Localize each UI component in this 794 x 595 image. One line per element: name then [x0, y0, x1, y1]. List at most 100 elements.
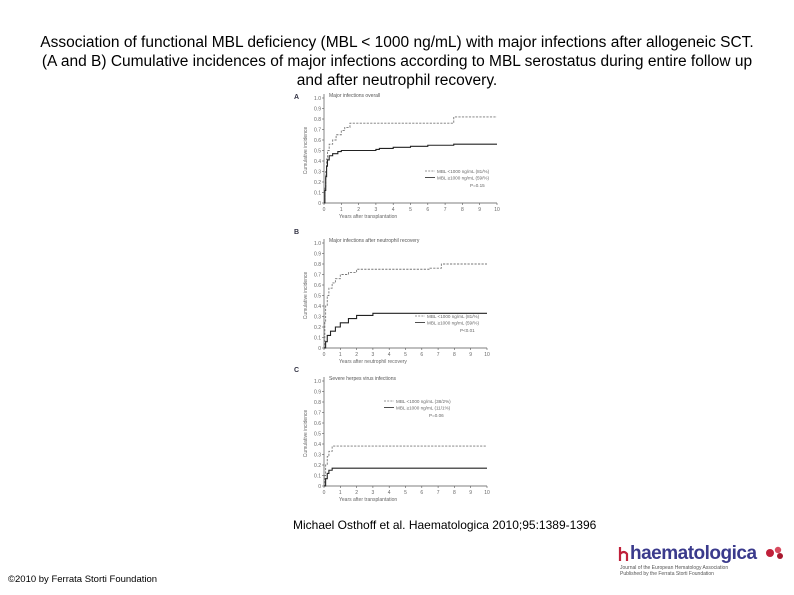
x-tick-label: 10 [494, 207, 500, 213]
x-tick-label: 0 [323, 490, 326, 496]
panel-c: C 0 0.1 0.2 0.3 0.4 0.5 0.6 0.7 0.8 0.9 1.0 0 1 2 3 4 5 6 7… [294, 367, 490, 503]
x-tick-label: 1 [340, 207, 343, 213]
x-tick-label: 0 [323, 352, 326, 358]
series-line-low-mbl [324, 263, 487, 349]
y-tick-label: 0.1 [314, 474, 321, 480]
y-tick-label: 0.3 [314, 315, 321, 321]
journal-tagline: Journal of the European Hematology Assoc… [620, 565, 729, 571]
y-tick-label: 0.7 [314, 273, 321, 279]
y-tick-label: 0.7 [314, 128, 321, 134]
x-tick-label: 7 [444, 207, 447, 213]
x-tick-label: 3 [372, 490, 375, 496]
x-tick-label: 1 [339, 352, 342, 358]
x-tick-label: 5 [409, 207, 412, 213]
y-tick-label: 0.4 [314, 442, 321, 448]
panel-title: Major infections after neutrophil recove… [329, 238, 420, 244]
y-tick-label: 0.3 [314, 170, 321, 176]
x-tick-label: 1 [339, 490, 342, 496]
x-tick-label: 6 [426, 207, 429, 213]
journal-name: haematologica [630, 543, 757, 564]
x-tick-label: 9 [469, 352, 472, 358]
y-tick-label: 0.1 [314, 191, 321, 197]
panel-label: B [294, 229, 299, 236]
y-tick-label: 0.9 [314, 107, 321, 113]
y-tick-label: 0.5 [314, 149, 321, 155]
series-line-low-mbl [324, 445, 487, 487]
x-tick-label: 3 [372, 352, 375, 358]
y-tick-label: 0.6 [314, 138, 321, 144]
y-tick-label: 0.4 [314, 159, 321, 165]
publisher-tagline: Published by the Ferrata Storti Foundati… [620, 571, 714, 577]
legend-entry: MBL ≥1000 ng/mL (59/%) [437, 175, 489, 180]
panel-b: B 0 0.1 0.2 0.3 0.4 0.5 0.6 0.7 0.8 0.9 1.0 0 1 2 3 4 5 6 7… [294, 229, 490, 365]
series-line-high-mbl [324, 312, 487, 349]
series-line-low-mbl [324, 116, 497, 204]
journal-mark-icon [618, 547, 629, 561]
x-tick-label: 6 [420, 490, 423, 496]
legend-entry: MBL ≥1000 ng/mL (11/1%) [396, 405, 451, 410]
y-tick-label: 0.5 [314, 432, 321, 438]
panel-a: A 0 0.1 0.2 0.3 0.4 0.5 0.6 0.7 0.8 0.9 1.0 0 1 2 3 4 5 6 7… [294, 93, 500, 220]
y-tick-label: 0.8 [314, 117, 321, 123]
x-tick-label: 8 [453, 490, 456, 496]
x-tick-label: 0 [323, 207, 326, 213]
x-tick-label: 4 [388, 352, 391, 358]
copyright-notice: ©2010 by Ferrata Storti Foundation [8, 574, 158, 585]
legend-entry: MBL <1000 ng/mL (38/2%) [396, 399, 451, 404]
x-tick-label: 5 [404, 490, 407, 496]
panel-label: C [294, 367, 299, 374]
y-tick-label: 1.0 [314, 379, 321, 385]
panel-title: Severe herpes virus infections [329, 376, 396, 382]
y-tick-label: 1.0 [314, 96, 321, 102]
y-tick-label: 0.8 [314, 262, 321, 268]
x-tick-label: 7 [437, 352, 440, 358]
x-axis-label: Years after neutrophil recovery [339, 359, 407, 365]
slide-title: Association of functional MBL deficiency… [40, 34, 754, 89]
panel-label: A [294, 94, 299, 101]
y-tick-label: 0.6 [314, 283, 321, 289]
series-line-high-mbl [324, 467, 487, 487]
x-tick-label: 6 [420, 352, 423, 358]
p-value-annotation: P<0.01 [460, 328, 475, 333]
y-tick-label: 0.3 [314, 453, 321, 459]
y-tick-label: 1.0 [314, 241, 321, 247]
x-tick-label: 4 [392, 207, 395, 213]
x-tick-label: 10 [484, 490, 490, 496]
blood-cells-icon [766, 546, 783, 559]
x-tick-label: 2 [355, 490, 358, 496]
y-tick-label: 0 [318, 484, 321, 490]
y-tick-label: 0 [318, 346, 321, 352]
y-axis-label: Cumulative incidence [303, 127, 309, 175]
legend-entry: MBL <1000 ng/mL (81/%) [437, 169, 490, 174]
y-tick-label: 0.2 [314, 463, 321, 469]
axis-lines [323, 377, 487, 487]
citation: Michael Osthoff et al. Haematologica 201… [293, 518, 597, 532]
panel-title: Major infections overall [329, 93, 380, 99]
y-tick-label: 0.4 [314, 304, 321, 310]
x-tick-label: 8 [461, 207, 464, 213]
km-figure: A 0 0.1 0.2 0.3 0.4 0.5 0.6 0.7 0.8 0.9 1.0 0 1 2 3 4 5 6 7… [294, 93, 500, 503]
x-tick-label: 4 [388, 490, 391, 496]
x-axis-label: Years after transplantation [339, 497, 397, 503]
x-tick-label: 7 [437, 490, 440, 496]
x-axis-label: Years after transplantation [339, 214, 397, 220]
y-tick-label: 0.6 [314, 421, 321, 427]
y-tick-label: 0 [318, 201, 321, 207]
x-tick-label: 9 [478, 207, 481, 213]
x-tick-label: 3 [375, 207, 378, 213]
x-tick-label: 2 [357, 207, 360, 213]
y-axis-label: Cumulative incidence [303, 272, 309, 320]
journal-logo[interactable]: haematologica Journal of the European He… [616, 543, 788, 577]
x-tick-label: 8 [453, 352, 456, 358]
legend-entry: MBL <1000 ng/mL (81/%) [427, 314, 480, 319]
y-axis-label: Cumulative incidence [303, 410, 309, 458]
y-tick-label: 0.9 [314, 252, 321, 258]
y-tick-label: 0.2 [314, 325, 321, 331]
y-tick-label: 0.7 [314, 411, 321, 417]
x-tick-label: 5 [404, 352, 407, 358]
series-line-high-mbl [324, 143, 497, 204]
y-tick-label: 0.8 [314, 400, 321, 406]
p-value-annotation: P=0.06 [429, 413, 444, 418]
x-tick-label: 10 [484, 352, 490, 358]
y-tick-label: 0.1 [314, 336, 321, 342]
